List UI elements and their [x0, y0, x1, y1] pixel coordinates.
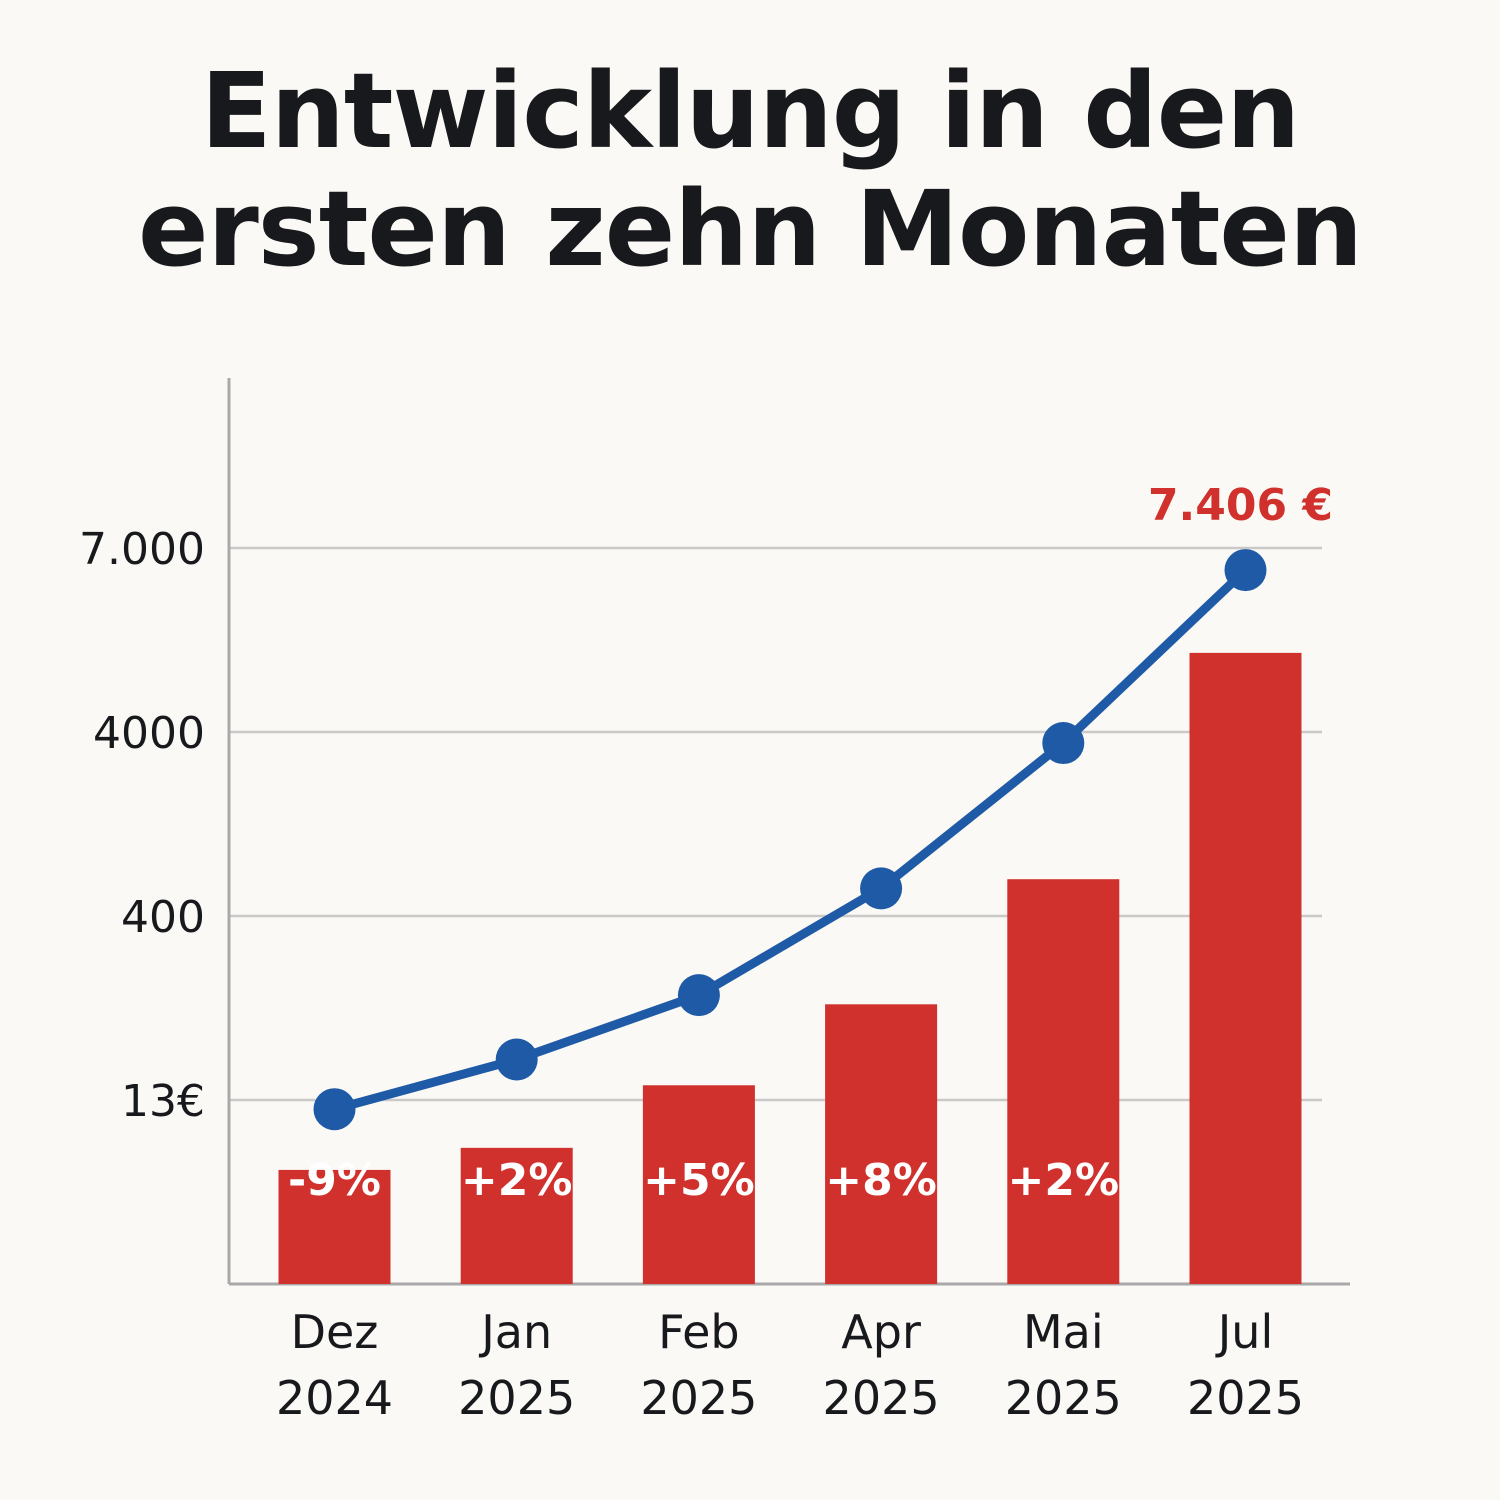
line-point-5 [1224, 549, 1267, 592]
x-tick-label-3-year: 2025 [823, 1371, 940, 1425]
bar-0 [278, 1169, 391, 1284]
line-point-4 [1042, 722, 1085, 765]
bar-2 [642, 1085, 755, 1284]
bar-label-3: +8% [825, 1155, 937, 1206]
x-tick-label-1-year: 2025 [458, 1371, 575, 1425]
line-point-2 [677, 974, 720, 1017]
x-tick-label-4-month: Mai [1023, 1305, 1104, 1359]
bar-label-4: +2% [1008, 1155, 1120, 1206]
bar-4 [1007, 879, 1120, 1284]
bar-1 [460, 1147, 573, 1284]
x-tick-label-1-month: Jan [478, 1305, 552, 1359]
x-tick-label-2-month: Feb [658, 1305, 739, 1359]
x-tick-label-0-year: 2024 [276, 1371, 393, 1425]
x-tick-label-4-year: 2025 [1005, 1371, 1122, 1425]
chart-title: Entwicklung in den ersten zehn Monaten [0, 52, 1500, 288]
chart-title-line-2: ersten zehn Monaten [137, 168, 1363, 290]
bar-3 [825, 1004, 938, 1284]
x-tick-label-2-year: 2025 [640, 1371, 757, 1425]
series-line [330, 565, 1250, 1114]
bar-label-1: +2% [461, 1155, 573, 1206]
x-tick-label-5-month: Jul [1215, 1305, 1274, 1359]
end-value-label: 7.406 € [1148, 480, 1333, 531]
chart-title-line-1: Entwicklung in den [200, 50, 1301, 172]
line-point-1 [495, 1038, 538, 1081]
y-tick-label-1: 400 [121, 892, 205, 943]
x-tick-label-3-month: Apr [841, 1305, 921, 1359]
line-point-0 [313, 1088, 356, 1131]
bar-label-2: +5% [643, 1155, 755, 1206]
y-tick-label-2: 4000 [93, 708, 205, 759]
y-tick-label-0: 13€ [121, 1076, 205, 1127]
line-point-3 [860, 867, 903, 910]
x-tick-label-0-month: Dez [291, 1305, 379, 1359]
y-tick-label-3: 7.000 [79, 524, 205, 575]
bar-5 [1189, 652, 1302, 1284]
bar-label-0: -9% [288, 1155, 381, 1206]
x-tick-label-5-year: 2025 [1187, 1371, 1304, 1425]
